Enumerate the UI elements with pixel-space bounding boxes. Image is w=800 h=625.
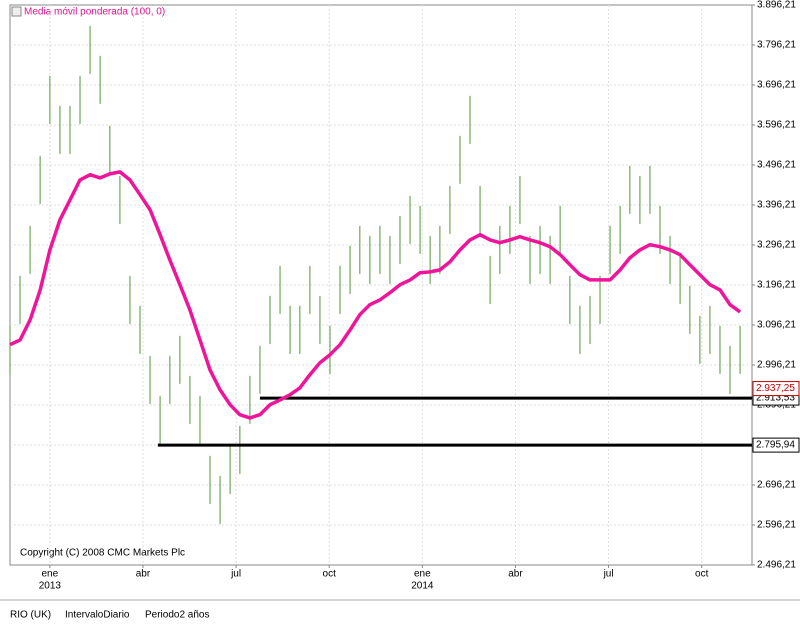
- x-tick-label: jul: [230, 569, 241, 580]
- plot-area: [9, 4, 753, 566]
- y-tick-label: 2.496,21: [757, 560, 796, 571]
- y-tick-label: 3.796,21: [757, 40, 796, 51]
- x-tick-label: oct: [323, 569, 337, 580]
- legend-icon: [11, 6, 22, 17]
- last-price-label: 2.937,25: [756, 383, 795, 394]
- y-tick-label: 3.196,21: [757, 280, 796, 291]
- y-tick-label: 3.696,21: [757, 80, 796, 91]
- x-tick-label: abr: [136, 569, 151, 580]
- y-tick-label: 3.496,21: [757, 160, 796, 171]
- x-tick-label: jul: [603, 569, 614, 580]
- x-tick-label: oct: [695, 569, 709, 580]
- footer-interval: IntervaloDiario: [65, 610, 130, 621]
- legend-label: Media móvil ponderada (100, 0): [24, 7, 165, 18]
- price-label: 2.795,94: [756, 440, 795, 451]
- y-tick-label: 3.896,21: [757, 0, 796, 11]
- last-price-box: [752, 381, 800, 397]
- footer-symbol: RIO (UK): [10, 610, 51, 621]
- x-tick-label: ene: [414, 569, 431, 580]
- footer-period: Periodo2 años: [145, 610, 210, 621]
- y-tick-label: 3.596,21: [757, 120, 796, 131]
- x-tick-label: ene: [42, 569, 59, 580]
- x-tick-label: abr: [508, 569, 523, 580]
- copyright: Copyright (C) 2008 CMC Markets Plc: [20, 548, 185, 559]
- price-label-box: [752, 437, 800, 453]
- year-label: 2014: [411, 581, 434, 592]
- y-tick-label: 2.596,21: [757, 520, 796, 531]
- year-label: 2013: [39, 581, 62, 592]
- y-tick-label: 3.096,21: [757, 320, 796, 331]
- y-tick-label: 2.696,21: [757, 480, 796, 491]
- y-tick-label: 3.396,21: [757, 200, 796, 211]
- moving-average-line: [9, 170, 742, 420]
- y-tick-label: 3.296,21: [757, 240, 796, 251]
- y-tick-label: 2.996,21: [757, 360, 796, 371]
- price-label: 2.913,53: [756, 393, 795, 404]
